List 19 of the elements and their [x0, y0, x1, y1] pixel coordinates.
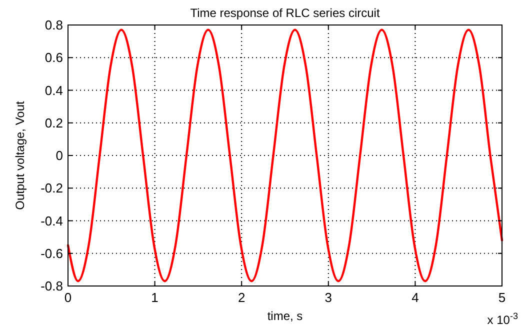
y-tick-label: -0.6 [40, 246, 63, 261]
y-tick-label: 0.8 [44, 18, 63, 33]
y-tick-label: -0.4 [40, 213, 63, 228]
x-tick-label: 4 [412, 290, 419, 305]
y-tick-label: -0.2 [40, 180, 63, 196]
line-series [66, 28, 504, 282]
y-tick-label: 0.2 [44, 115, 63, 130]
y-axis-title: Output voltage, Vout [13, 100, 27, 210]
chart-title: Time response of RLC series circuit [190, 6, 380, 20]
x-tick-label: 2 [238, 290, 246, 305]
y-tick-label: 0 [56, 148, 63, 164]
x-tick-label: 3 [324, 290, 332, 305]
x-axis-title: time, s [267, 309, 303, 323]
x-tick-label: 5 [498, 290, 506, 305]
x-tick-label: 1 [151, 290, 158, 305]
text: x 10$^{-3}$ [487, 311, 518, 326]
y-tick-label: 0.4 [44, 82, 63, 98]
y-tick-label: -0.8 [40, 278, 63, 294]
y-tick-label: 0.6 [44, 50, 63, 66]
